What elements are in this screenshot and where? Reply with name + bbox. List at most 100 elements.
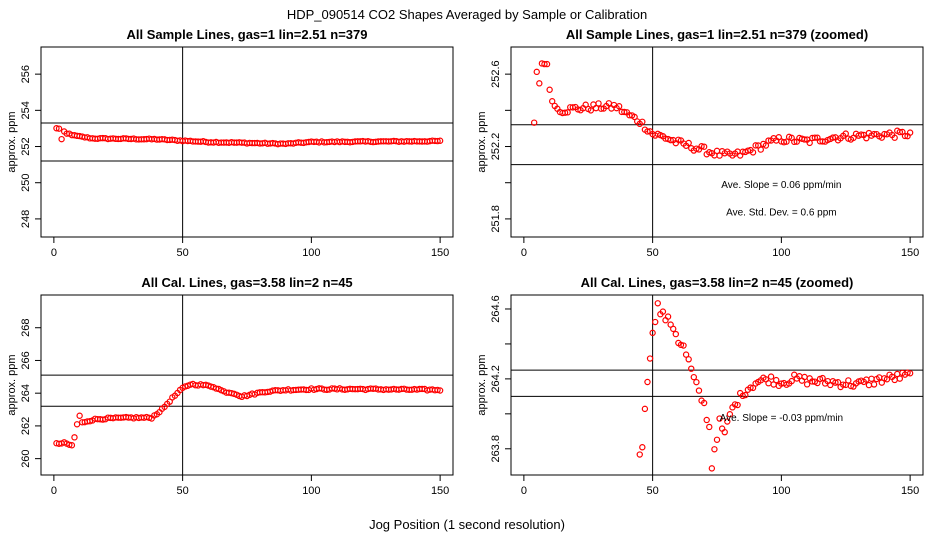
data-point	[788, 377, 795, 385]
data-point	[896, 375, 904, 382]
y-axis-label: approx. ppm	[476, 354, 488, 415]
data-point	[685, 139, 692, 147]
panel-3: All Cal. Lines, gas=3.58 lin=2 n=45 0 50 10…	[6, 275, 454, 497]
data-point	[773, 376, 780, 384]
data-point	[891, 134, 898, 141]
panel-title: All Sample Lines, gas=1 lin=2.51 n=379 (…	[566, 27, 868, 42]
x-tick-label: 150	[901, 485, 919, 497]
data-point	[896, 128, 904, 136]
y-tick-label: 250	[20, 174, 32, 192]
data-point	[765, 137, 772, 144]
data-point	[863, 134, 870, 142]
data-point	[842, 130, 849, 137]
data-point	[569, 104, 577, 111]
data-point	[780, 138, 788, 146]
data-point	[664, 313, 672, 320]
data-point	[858, 131, 865, 138]
y-tick-label: 260	[20, 449, 32, 467]
data-points	[53, 125, 444, 148]
data-point	[561, 109, 569, 116]
data-point	[53, 125, 60, 132]
data-point	[847, 382, 855, 390]
data-point	[734, 401, 741, 409]
annotation-text: Ave. Std. Dev. = 0.6 ppm	[726, 207, 837, 218]
panel-1: All Sample Lines, gas=1 lin=2.51 n=379 0 5…	[6, 27, 454, 259]
y-tick-label: 268	[20, 319, 32, 337]
data-point	[639, 444, 646, 451]
data-point	[803, 381, 811, 388]
data-point	[55, 125, 63, 132]
data-point	[68, 442, 76, 449]
data-point	[731, 401, 739, 408]
data-point	[536, 80, 543, 87]
data-point	[783, 138, 790, 145]
x-tick-label: 150	[901, 247, 919, 259]
data-point	[659, 308, 667, 315]
x-tick-label: 50	[177, 247, 189, 259]
data-point	[649, 329, 656, 337]
data-point	[434, 386, 441, 394]
data-point	[615, 103, 623, 110]
data-point	[73, 421, 81, 428]
data-point	[801, 136, 808, 143]
y-tick-label: 248	[20, 210, 32, 228]
data-point	[434, 137, 441, 145]
x-axis-label: Jog Position (1 second resolution)	[369, 517, 565, 532]
data-point	[76, 412, 83, 419]
data-point	[767, 373, 775, 380]
panel-title: All Cal. Lines, gas=3.58 lin=2 n=45	[141, 275, 352, 290]
data-point	[834, 379, 842, 386]
data-point	[670, 325, 677, 333]
data-point	[791, 138, 798, 146]
y-tick-label: 264	[20, 384, 32, 402]
data-point	[724, 418, 731, 425]
data-point	[819, 374, 826, 382]
plot-frame	[40, 46, 454, 238]
y-tick-label: 264.2	[490, 365, 502, 393]
data-point	[708, 465, 716, 472]
y-tick-label: 251.8	[490, 205, 502, 233]
data-point	[747, 384, 754, 391]
data-point	[693, 378, 700, 386]
y-tick-label: 252	[20, 137, 32, 155]
data-point	[752, 142, 759, 149]
data-point	[695, 387, 703, 394]
plot-frame	[510, 294, 924, 476]
data-point	[690, 373, 698, 381]
data-points	[530, 60, 914, 159]
data-point	[652, 318, 659, 326]
x-tick-label: 0	[521, 485, 527, 497]
x-tick-label: 50	[647, 485, 659, 497]
data-point	[749, 149, 757, 156]
data-point	[685, 356, 692, 363]
data-point	[716, 415, 723, 422]
annotation-text: Ave. Slope = -0.03 ppm/min	[720, 413, 844, 424]
data-point	[621, 108, 628, 116]
y-tick-label: 263.8	[490, 435, 502, 463]
data-point	[762, 142, 770, 149]
data-point	[677, 341, 685, 349]
data-point	[765, 380, 772, 387]
data-point	[66, 441, 73, 448]
y-axis-label: approx. ppm	[6, 354, 18, 415]
data-point	[726, 411, 734, 418]
data-point	[757, 146, 764, 153]
panel-title: All Cal. Lines, gas=3.58 lin=2 n=45 (zoo…	[581, 275, 854, 290]
data-point	[698, 143, 705, 150]
data-point	[706, 423, 713, 431]
x-tick-label: 50	[647, 247, 659, 259]
data-point	[595, 100, 602, 107]
data-point	[904, 369, 911, 376]
data-point	[541, 60, 548, 68]
data-point	[700, 399, 708, 407]
data-point	[436, 137, 444, 144]
x-tick-label: 100	[302, 247, 320, 259]
data-point	[672, 330, 680, 338]
data-point	[636, 451, 643, 458]
data-point	[868, 375, 875, 382]
data-point	[549, 98, 556, 105]
data-point	[742, 391, 749, 399]
data-point	[644, 128, 651, 135]
data-point	[711, 446, 718, 453]
